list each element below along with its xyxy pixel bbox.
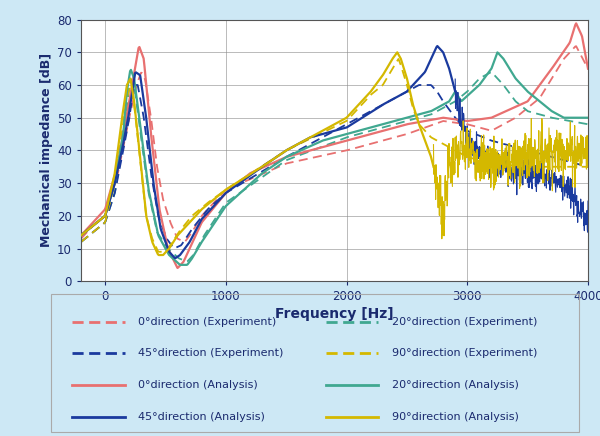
Text: 20°direction (Analysis): 20°direction (Analysis) xyxy=(392,380,518,390)
Text: 45°direction (Analysis): 45°direction (Analysis) xyxy=(138,412,265,422)
Text: 90°direction (Analysis): 90°direction (Analysis) xyxy=(392,412,518,422)
Text: 45°direction (Experiment): 45°direction (Experiment) xyxy=(138,348,283,358)
Text: 0°direction (Experiment): 0°direction (Experiment) xyxy=(138,317,277,327)
Text: 0°direction (Analysis): 0°direction (Analysis) xyxy=(138,380,258,390)
Y-axis label: Mechanical impedance [dB]: Mechanical impedance [dB] xyxy=(40,53,53,248)
X-axis label: Frequency [Hz]: Frequency [Hz] xyxy=(275,307,394,321)
Text: 20°direction (Experiment): 20°direction (Experiment) xyxy=(392,317,537,327)
Text: 90°direction (Experiment): 90°direction (Experiment) xyxy=(392,348,537,358)
